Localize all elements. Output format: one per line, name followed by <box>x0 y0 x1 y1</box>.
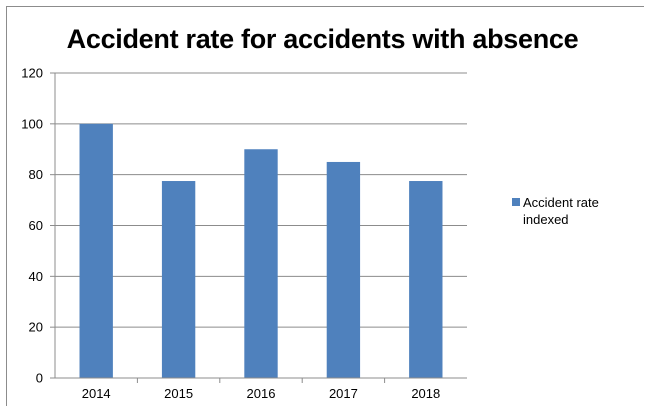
x-tick-label: 2017 <box>329 386 358 401</box>
x-tick-label: 2018 <box>411 386 440 401</box>
y-tick-label: 20 <box>29 320 43 335</box>
x-tick-label: 2014 <box>82 386 111 401</box>
y-tick-labels: 0 20 40 60 80 100 120 <box>21 66 43 386</box>
y-tick-label: 120 <box>21 66 43 81</box>
bars <box>79 123 443 378</box>
x-tick-labels: 2014 2015 2016 2017 2018 <box>82 386 441 401</box>
x-tick-label: 2016 <box>247 386 276 401</box>
y-tick-label: 60 <box>29 218 43 233</box>
legend-swatch <box>512 198 520 206</box>
bar-2018 <box>409 181 443 378</box>
x-tick-label: 2015 <box>164 386 193 401</box>
bar-2014 <box>79 123 113 378</box>
y-tick-label: 0 <box>36 371 43 386</box>
y-tick-label: 100 <box>21 116 43 131</box>
y-tick-label: 80 <box>29 167 43 182</box>
bar-2017 <box>326 161 361 378</box>
chart-frame <box>6 6 644 406</box>
chart-title: Accident rate for accidents with absence <box>66 24 579 54</box>
bar-2015 <box>161 181 196 378</box>
bar-2016 <box>244 149 278 378</box>
legend-label: Accident rate indexed <box>523 195 599 227</box>
axes <box>50 72 467 383</box>
y-tick-label: 40 <box>29 269 43 284</box>
